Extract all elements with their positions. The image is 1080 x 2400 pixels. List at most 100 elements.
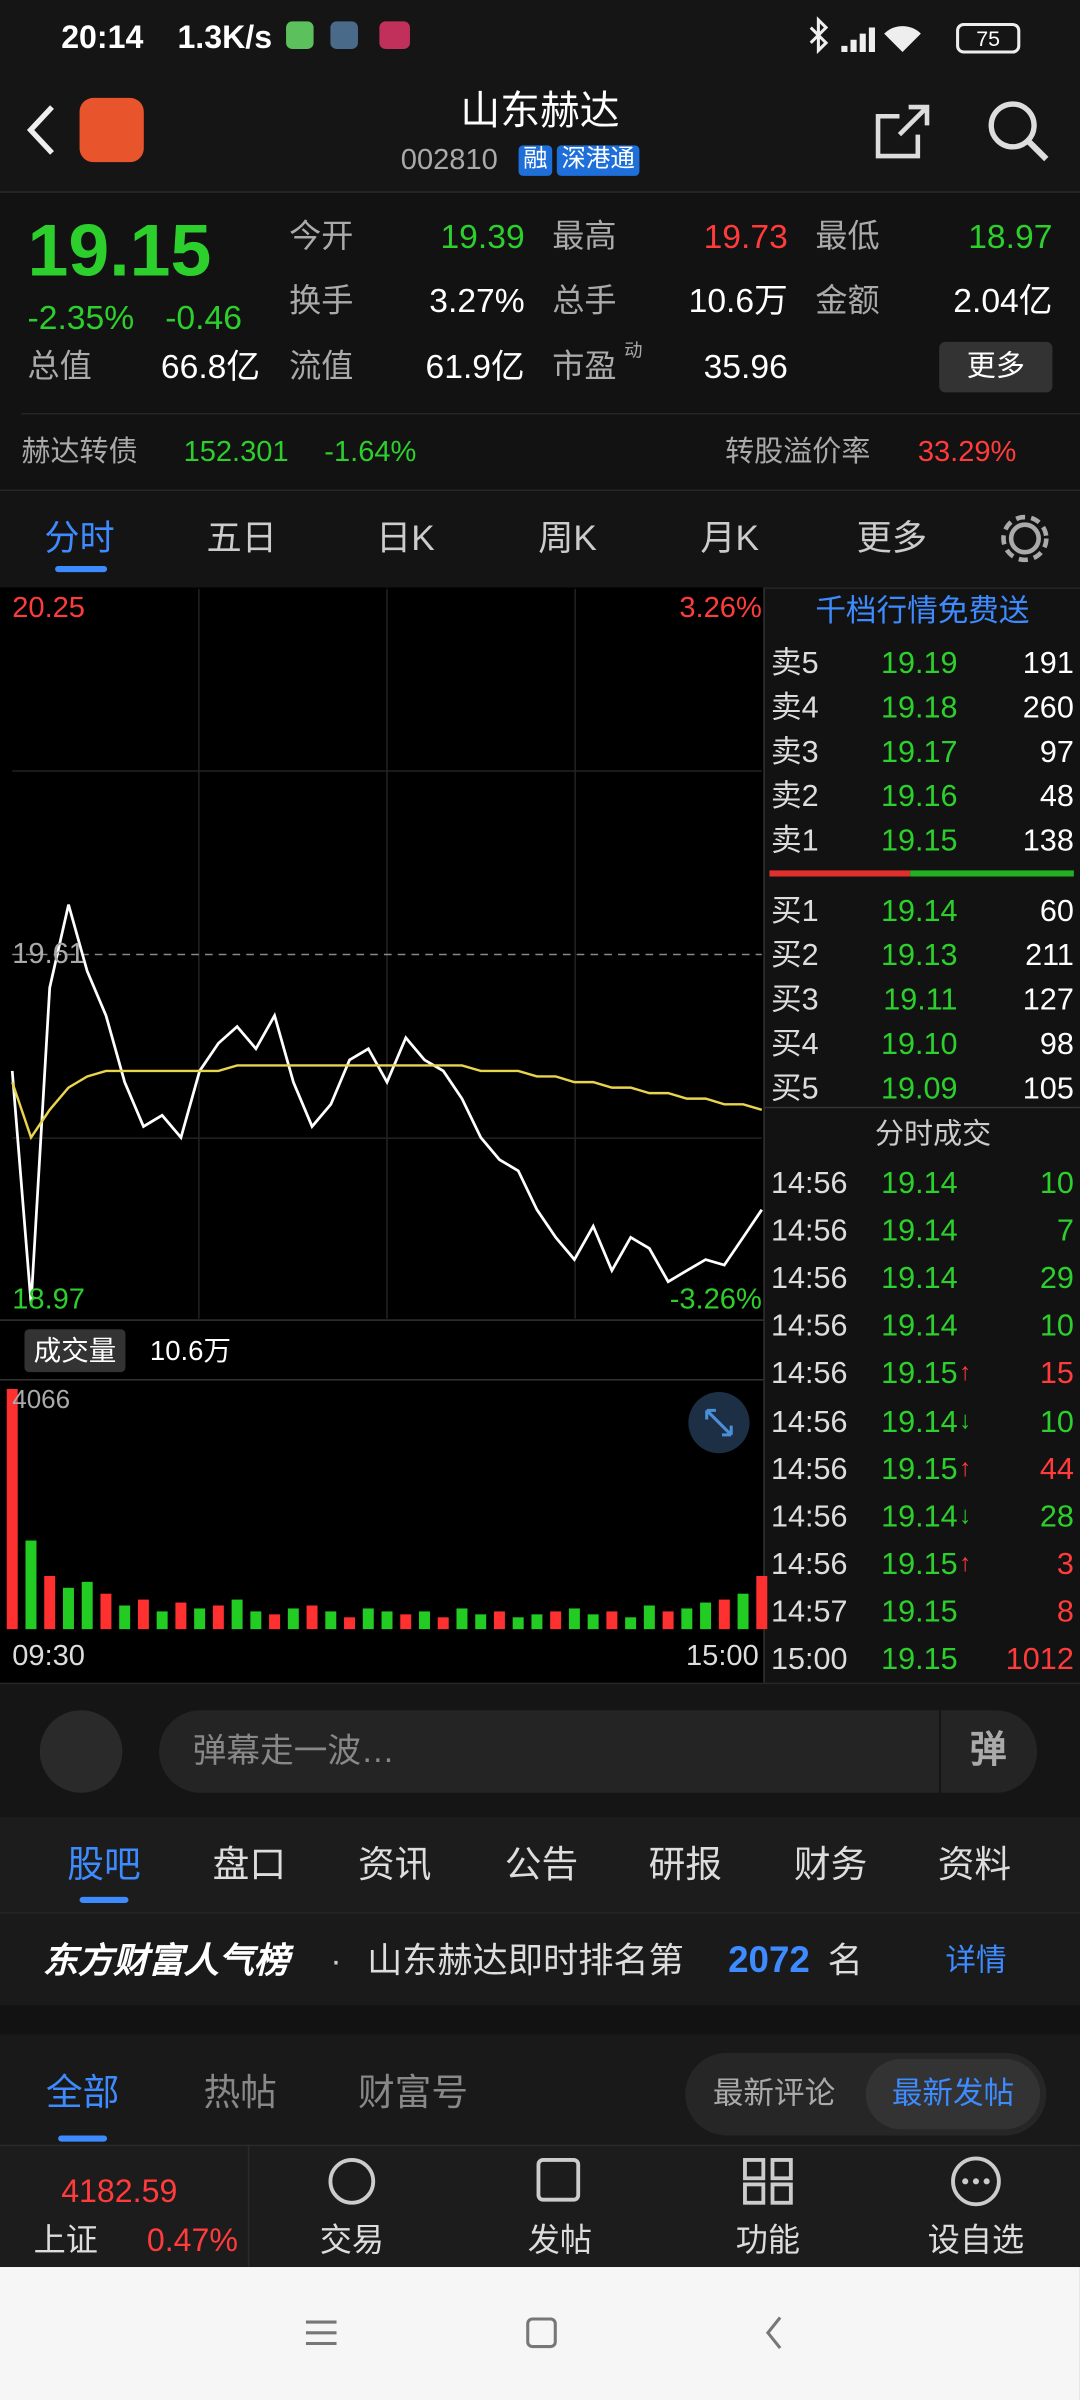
search-button[interactable] (985, 98, 1052, 165)
volume-bar (44, 1575, 56, 1630)
trade-arrow: ↑ (959, 1455, 972, 1482)
trade-volume: 1012 (1005, 1642, 1074, 1677)
section-tab[interactable]: 资料 (937, 1844, 1012, 1887)
nav-item[interactable]: 功能 (735, 2223, 801, 2259)
back-button[interactable] (21, 101, 67, 162)
danmaku-placeholder[interactable]: 弹幕走一波… (192, 1731, 395, 1770)
nav-item[interactable]: 交易 (319, 2223, 384, 2259)
trade-time: 14:56 (770, 1214, 848, 1249)
nav-icons (328, 2156, 1001, 2207)
filter-tab[interactable]: 全部 (45, 2072, 120, 2115)
trade-volume: 15 (1039, 1357, 1074, 1392)
stat-value: 19.73 (703, 217, 788, 256)
level-volume: 211 (1025, 939, 1074, 973)
stat-value: 61.9亿 (425, 347, 525, 386)
volume-selector[interactable]: 成交量 (24, 1329, 126, 1373)
ranking-brand: 东方财富人气榜 (42, 1940, 290, 1981)
filter-tab[interactable]: 热帖 (203, 2072, 277, 2115)
trade-price: 19.15 (881, 1452, 958, 1487)
volume-bar (475, 1614, 487, 1630)
change-percent: -2.35% (27, 298, 135, 337)
level-price: 19.11 (883, 983, 958, 1018)
level-label: 买3 (770, 983, 819, 1018)
tab-bar (0, 489, 1080, 589)
volume-bar (6, 1388, 18, 1630)
chart-tab[interactable]: 月K (700, 517, 759, 558)
chart-tab[interactable]: 日K (376, 517, 435, 558)
app-icon (330, 21, 358, 49)
level-price: 19.17 (881, 735, 958, 770)
sort-option[interactable]: 最新评论 (712, 2077, 836, 2111)
price-line (10, 904, 763, 1305)
ranking-link[interactable]: 详情 (945, 1944, 1007, 1978)
level-price: 19.19 (881, 647, 958, 681)
volume-bar (419, 1611, 430, 1630)
danmaku-button[interactable]: 弹 (969, 1730, 1007, 1772)
ranking-unit: 名 (827, 1940, 863, 1981)
more-button[interactable]: 更多 (939, 341, 1053, 393)
level-label: 卖5 (770, 647, 819, 681)
ask-bar (769, 870, 911, 877)
tag: 深港通 (556, 145, 640, 176)
chart-tab[interactable]: 更多 (856, 517, 927, 558)
trade-time: 14:56 (770, 1405, 848, 1439)
volume-bar (456, 1608, 468, 1630)
level-volume: 98 (1039, 1027, 1074, 1062)
trade-price: 19.15 (881, 1595, 958, 1629)
trade-volume: 44 (1039, 1452, 1074, 1487)
expand-icon (705, 1408, 733, 1437)
trade-volume: 3 (1056, 1547, 1074, 1582)
trade-volume: 10 (1039, 1309, 1074, 1344)
section-tab[interactable]: 公告 (504, 1844, 579, 1887)
trade-volume: 10 (1039, 1405, 1074, 1439)
stat-value: 2.04亿 (953, 281, 1053, 320)
tag: 融 (518, 145, 553, 176)
volume-bar (700, 1602, 712, 1630)
level-price: 19.14 (881, 894, 958, 929)
chart-tab[interactable]: 五日 (206, 517, 277, 558)
section-tab[interactable]: 研报 (648, 1844, 723, 1887)
sort-option[interactable]: 最新发帖 (891, 2077, 1015, 2111)
system-nav-icons (305, 2316, 782, 2350)
settings-button[interactable] (997, 511, 1052, 566)
volume-bar (100, 1593, 112, 1630)
danmaku-icon[interactable] (39, 1710, 123, 1793)
volume-bar (212, 1605, 224, 1630)
stat-label: 市盈 (552, 349, 617, 385)
stat-label: 最高 (552, 219, 617, 255)
order-book-banner[interactable]: 千档行情免费送 (815, 595, 1030, 629)
volume-bar (231, 1599, 243, 1630)
trade-time: 14:56 (770, 1309, 848, 1344)
share-button[interactable] (872, 101, 933, 162)
trade-price: 19.14 (881, 1214, 958, 1249)
trade-volume: 28 (1039, 1500, 1074, 1534)
trade-price: 19.14 (881, 1405, 958, 1439)
section-tab[interactable]: 盘口 (212, 1844, 287, 1887)
nav-item[interactable]: 发帖 (527, 2223, 592, 2259)
divider (939, 1710, 941, 1793)
x-tick-label: 09:30 (12, 1640, 85, 1673)
level-volume: 127 (1022, 983, 1074, 1018)
danmaku-input[interactable] (159, 1710, 1038, 1793)
volume-bar (662, 1611, 674, 1630)
bid-bar (910, 870, 1074, 877)
volume-bar (306, 1605, 318, 1630)
volume-bar (550, 1611, 562, 1630)
volume-bar (119, 1605, 131, 1630)
section-tab[interactable]: 资讯 (357, 1844, 432, 1887)
section-tab[interactable]: 财务 (793, 1844, 868, 1887)
bond-change: -1.64% (324, 436, 417, 469)
chart-tab[interactable]: 分时 (44, 517, 115, 558)
section-tab[interactable]: 股吧 (67, 1844, 141, 1887)
volume-bar (681, 1608, 693, 1630)
trade-time: 14:56 (770, 1262, 848, 1296)
change-amount: -0.46 (165, 298, 242, 337)
trades-title[interactable]: 分时成交 (874, 1118, 992, 1152)
filter-tab[interactable]: 财富号 (357, 2072, 469, 2115)
divider (763, 587, 765, 1683)
nav-item[interactable]: 设自选 (927, 2223, 1025, 2259)
trade-time: 14:56 (770, 1452, 848, 1487)
chart-tab[interactable]: 周K (538, 517, 597, 558)
trade-time: 15:00 (770, 1642, 848, 1677)
